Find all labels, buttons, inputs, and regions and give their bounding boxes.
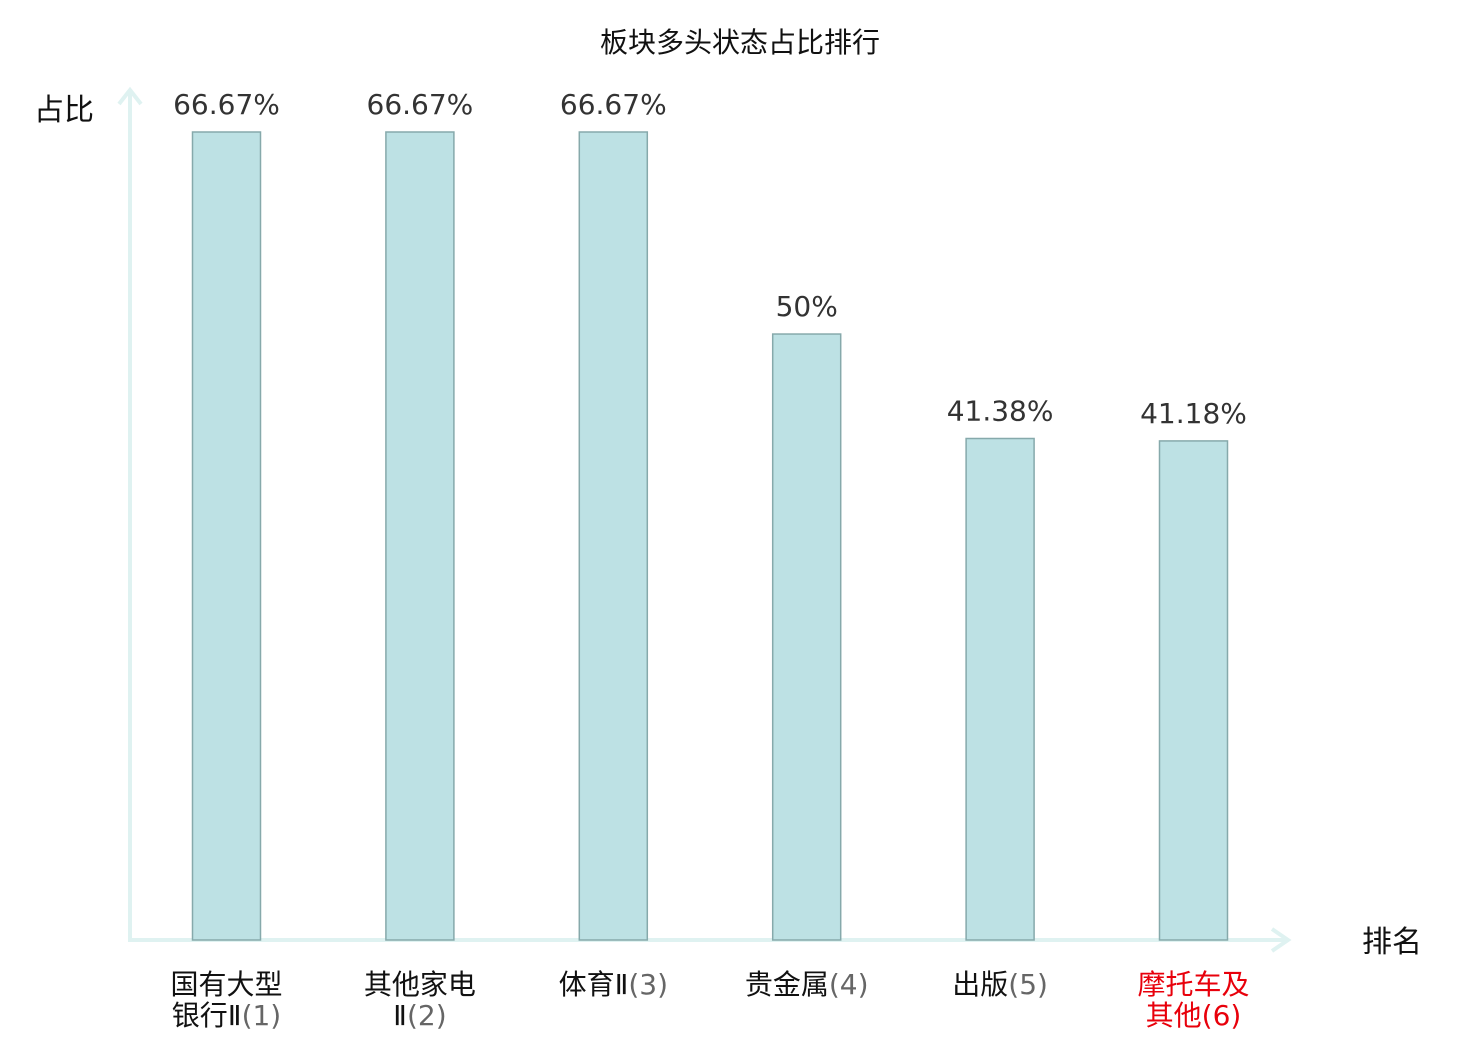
value-label-2: 66.67% <box>367 88 474 121</box>
category-label-2: 其他家电 Ⅱ(2) <box>364 968 476 1032</box>
bar-6 <box>1158 440 1229 941</box>
bar-series <box>191 131 1229 941</box>
bar-3 <box>578 131 649 941</box>
value-labels: 66.67% 66.67% 66.67% 50% 41.38% 41.18% <box>173 88 1247 430</box>
y-axis <box>117 86 143 940</box>
value-label-3: 66.67% <box>560 88 667 121</box>
x-axis-label: 排名 <box>1362 925 1422 960</box>
x-axis-arrow-icon <box>1270 927 1292 953</box>
bar-2 <box>385 131 455 941</box>
category-labels: 国有大型银行Ⅱ(1) 其他家电 Ⅱ(2) 体育Ⅱ(3) 贵金属(4) 出版(5) 摩托车及其… <box>170 968 1249 1032</box>
category-label-3: 体育Ⅱ(3) <box>559 968 668 1001</box>
category-label-5: 出版(5) <box>952 968 1048 1001</box>
value-label-5: 41.38% <box>947 394 1054 427</box>
bar-5 <box>965 437 1035 941</box>
y-axis-arrow-icon <box>117 86 143 106</box>
value-label-6: 41.18% <box>1140 397 1247 430</box>
y-axis-label: 占比 <box>34 93 94 128</box>
category-label-6: 摩托车及其他(6) <box>1137 968 1249 1032</box>
value-label-1: 66.67% <box>173 88 280 121</box>
value-label-4: 50% <box>776 290 838 323</box>
chart-title: 板块多头状态占比排行 <box>600 26 880 59</box>
x-axis <box>128 927 1292 953</box>
category-label-4: 贵金属(4) <box>745 968 869 1001</box>
category-label-1: 国有大型银行Ⅱ(1) <box>170 968 282 1032</box>
bar-4 <box>771 333 842 941</box>
bar-1 <box>191 131 262 941</box>
